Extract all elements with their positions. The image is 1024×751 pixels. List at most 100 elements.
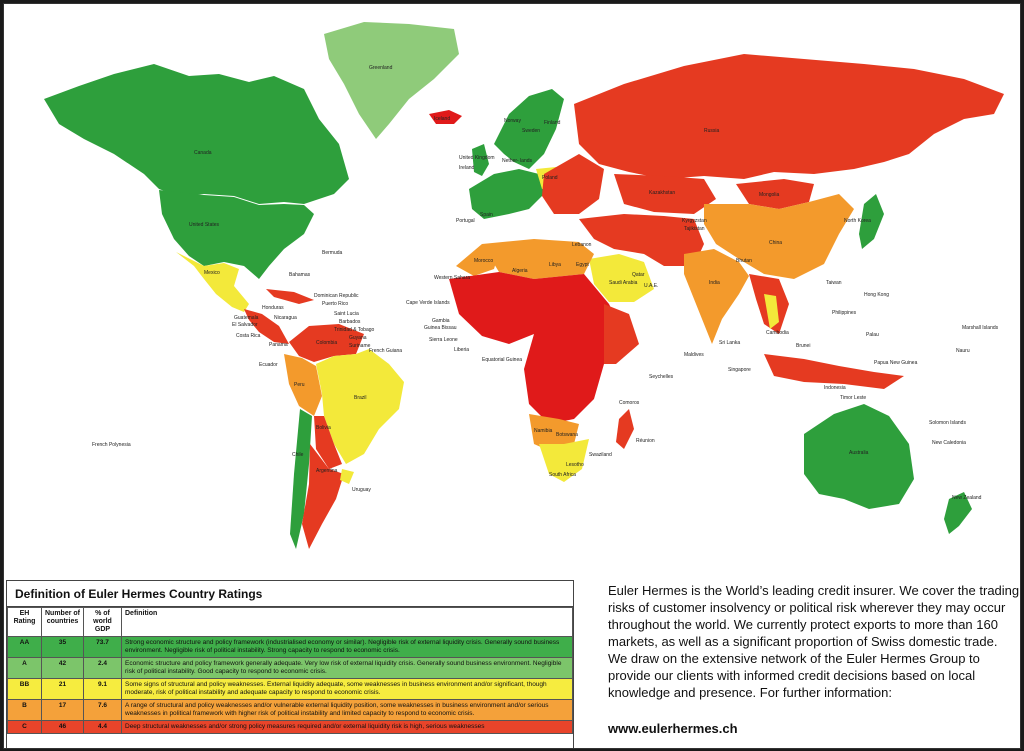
map-label-lebanon: Lebanon bbox=[572, 242, 592, 248]
map-label-namibia: Namibia bbox=[534, 428, 553, 434]
map-label-nauru: Nauru bbox=[956, 348, 970, 354]
map-label-tajikistan: Tajikistan bbox=[684, 226, 705, 232]
map-label-puerto-rico: Puerto Rico bbox=[322, 301, 348, 307]
header-gdp-share: % of world GDP bbox=[83, 607, 122, 637]
country-india bbox=[684, 249, 749, 344]
map-label-el-salvador: El Salvador bbox=[232, 322, 258, 328]
map-label-uruguay: Uruguay bbox=[352, 487, 371, 493]
map-label-south-africa: South Africa bbox=[549, 472, 576, 478]
country-count-cell: 46 bbox=[41, 720, 84, 734]
map-label-papua: Papua New Guinea bbox=[874, 360, 918, 366]
map-label-uae: U.A.E. bbox=[644, 283, 658, 289]
map-label-panama: Panama bbox=[269, 342, 288, 348]
page-frame: Greenland Canada United States Mexico Ba… bbox=[3, 3, 1021, 749]
map-label-liberia: Liberia bbox=[454, 347, 469, 353]
map-label-egypt: Egypt bbox=[576, 262, 589, 268]
definition-cell: Deep structural weaknesses and/or strong… bbox=[121, 720, 573, 734]
map-label-nicaragua: Nicaragua bbox=[274, 315, 297, 321]
rating-cell: A bbox=[7, 657, 42, 679]
map-label-guatemala: Guatemala bbox=[234, 315, 259, 321]
map-label-gambia: Gambia bbox=[432, 318, 450, 324]
map-label-finland: Finland bbox=[544, 120, 561, 126]
table-row: A 42 2.4 Economic structure and policy fram… bbox=[7, 657, 573, 679]
country-east-africa bbox=[604, 304, 639, 364]
map-label-mongolia: Mongolia bbox=[759, 192, 780, 198]
map-label-french-guiana: French Guiana bbox=[369, 348, 402, 354]
map-label-india: India bbox=[709, 280, 720, 286]
world-map: Greenland Canada United States Mexico Ba… bbox=[4, 4, 1020, 579]
map-label-suriname: Suriname bbox=[349, 343, 371, 349]
map-label-portugal: Portugal bbox=[456, 218, 475, 224]
map-label-equatorial-guinea: Equatorial Guinea bbox=[482, 357, 522, 363]
map-label-costa-rica: Costa Rica bbox=[236, 333, 261, 339]
map-label-ireland: Ireland bbox=[459, 165, 475, 171]
map-label-peru: Peru bbox=[294, 382, 305, 388]
country-argentina bbox=[302, 444, 344, 549]
map-label-ecuador: Ecuador bbox=[259, 362, 278, 368]
map-label-barbados: Barbados bbox=[339, 319, 361, 325]
country-bolivia-paraguay bbox=[314, 416, 342, 469]
website-link[interactable]: www.eulerhermes.ch bbox=[608, 721, 738, 736]
gdp-share-cell: 2.4 bbox=[83, 657, 122, 679]
gdp-share-cell: 73.7 bbox=[83, 636, 122, 658]
map-label-indonesia: Indonesia bbox=[824, 385, 846, 391]
ratings-legend: Definition of Euler Hermes Country Ratin… bbox=[6, 580, 574, 748]
table-row: C 46 4.4 Deep structural weaknesses and/or … bbox=[7, 720, 573, 734]
country-namibia-botswana bbox=[529, 414, 579, 452]
map-label-russia: Russia bbox=[704, 128, 720, 134]
map-label-sri-lanka: Sri Lanka bbox=[719, 340, 740, 346]
country-western-europe bbox=[469, 169, 544, 219]
map-label-timor: Timor Leste bbox=[840, 395, 866, 401]
table-row: B 17 7.6 A range of structural and policy w… bbox=[7, 699, 573, 721]
map-label-netherlands: Nether- lands bbox=[502, 158, 533, 164]
country-count-cell: 42 bbox=[41, 657, 84, 679]
map-label-cambodia: Cambodia bbox=[766, 330, 789, 336]
country-indonesia bbox=[764, 354, 904, 389]
map-label-sierra-leone: Sierra Leone bbox=[429, 337, 458, 343]
map-label-bolivia: Bolivia bbox=[316, 425, 331, 431]
map-label-mexico: Mexico bbox=[204, 270, 220, 276]
map-label-libya: Libya bbox=[549, 262, 561, 268]
country-madagascar bbox=[616, 409, 634, 449]
country-middle-east bbox=[579, 214, 704, 266]
map-label-poland: Poland bbox=[542, 175, 558, 181]
map-label-saint-lucia: Saint Lucia bbox=[334, 311, 359, 317]
ratings-table: EH Rating Number of countries % of world… bbox=[7, 607, 573, 734]
country-north-africa bbox=[482, 239, 594, 279]
country-west-africa bbox=[449, 272, 549, 344]
map-label-china: China bbox=[769, 240, 782, 246]
map-label-seychelles: Seychelles bbox=[649, 374, 674, 380]
rating-cell: C bbox=[7, 720, 42, 734]
map-label-algeria: Algeria bbox=[512, 268, 528, 274]
map-label-bermuda: Bermuda bbox=[322, 250, 343, 256]
rating-cell: B bbox=[7, 699, 42, 721]
map-label-kyrgyzstan: Kyrgyzstan bbox=[682, 218, 707, 224]
table-row: AA 35 73.7 Strong economic structure and po… bbox=[7, 636, 573, 658]
country-scandinavia bbox=[494, 89, 564, 169]
country-new-zealand bbox=[944, 492, 972, 534]
map-label-morocco: Morocco bbox=[474, 258, 493, 264]
map-label-solomon: Solomon Islands bbox=[929, 420, 966, 426]
country-australia bbox=[804, 404, 914, 509]
country-uk bbox=[472, 144, 489, 176]
map-label-brazil: Brazil bbox=[354, 395, 367, 401]
map-label-taiwan: Taiwan bbox=[826, 280, 842, 286]
country-china bbox=[704, 194, 854, 279]
definition-cell: A range of structural and policy weaknes… bbox=[121, 699, 573, 721]
map-label-philippines: Philippines bbox=[832, 310, 857, 316]
map-label-new-zealand: New Zealand bbox=[952, 495, 982, 501]
map-label-marshall: Marshall Islands bbox=[962, 325, 999, 331]
map-label-hong-kong: Hong Kong bbox=[864, 292, 889, 298]
map-label-western-sahara: Western Sahara bbox=[434, 275, 470, 281]
definition-cell: Strong economic structure and policy fra… bbox=[121, 636, 573, 658]
map-label-singapore: Singapore bbox=[728, 367, 751, 373]
gdp-share-cell: 9.1 bbox=[83, 678, 122, 700]
country-eastern-europe bbox=[542, 154, 604, 214]
country-central-africa bbox=[524, 274, 624, 424]
map-label-greenland: Greenland bbox=[369, 65, 393, 71]
country-count-cell: 17 bbox=[41, 699, 84, 721]
map-label-united-kingdom: United Kingdom bbox=[459, 155, 495, 161]
country-japan bbox=[859, 194, 884, 249]
table-header-row: EH Rating Number of countries % of world… bbox=[7, 607, 573, 637]
map-label-argentina: Argentina bbox=[316, 468, 338, 474]
